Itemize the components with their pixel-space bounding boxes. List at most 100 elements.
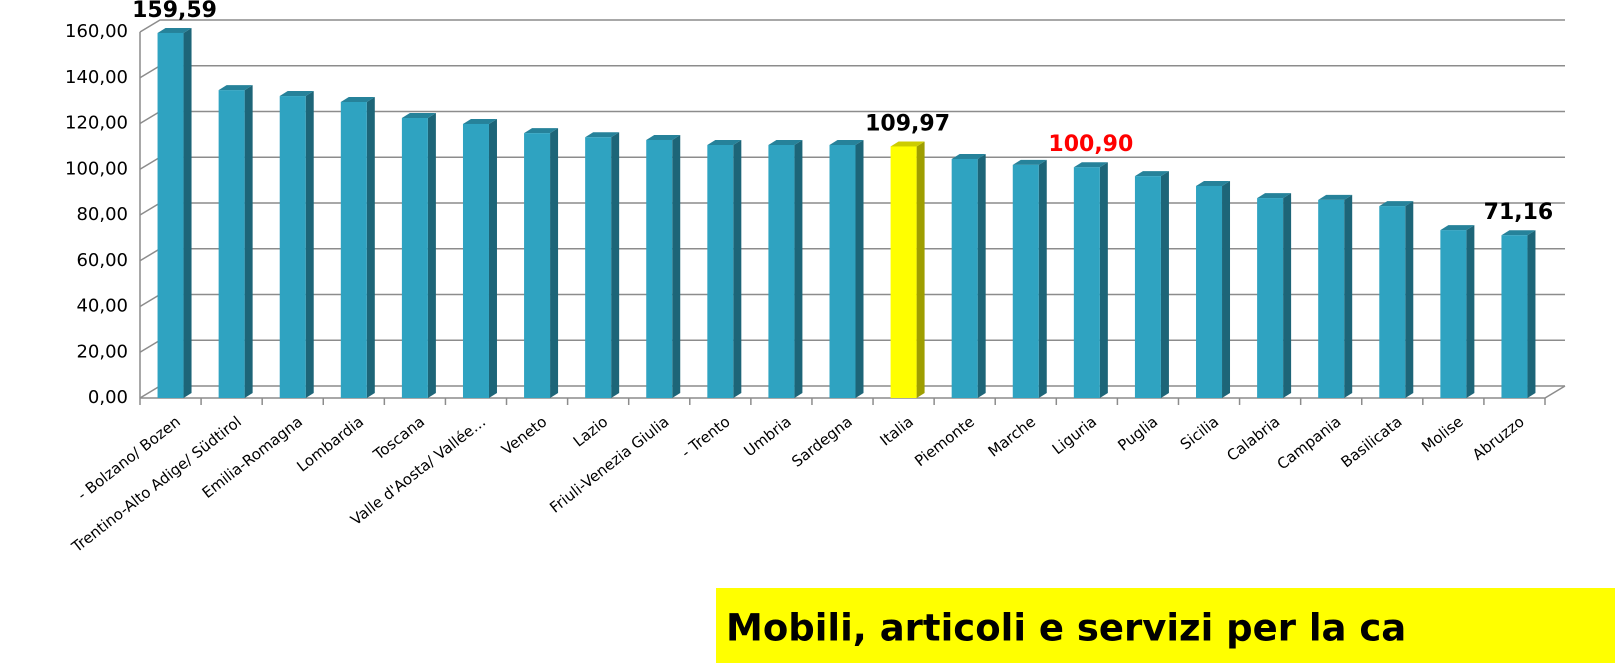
y-tick-label: 60,00: [76, 250, 128, 271]
x-tick-label: Campania: [1274, 413, 1345, 474]
x-tick-label: Sardegna: [788, 413, 855, 471]
x-tick-label: Sicilia: [1177, 413, 1222, 454]
bar-top: [1440, 225, 1475, 231]
x-tick-label: Toscana: [369, 413, 428, 465]
bar: [279, 91, 314, 399]
bar-top: [1379, 201, 1414, 207]
bar-side: [550, 128, 559, 399]
bar-front: [951, 158, 978, 398]
bar-side: [916, 141, 925, 399]
bar-side: [1344, 194, 1353, 398]
chart-title: Mobili, articoli e servizi per la ca: [726, 607, 1406, 650]
bar-top: [585, 132, 620, 138]
bar-front: [1440, 230, 1467, 398]
bar-top: [890, 141, 925, 147]
bar-top: [829, 140, 864, 146]
bar-front: [462, 123, 489, 399]
x-tick-label: Lazio: [570, 413, 612, 451]
bar-top: [951, 153, 986, 159]
bar-side: [1099, 162, 1108, 398]
bar-side: [1038, 159, 1047, 398]
bar: [524, 128, 559, 399]
bar-top: [1134, 171, 1169, 177]
bar-front: [585, 137, 612, 398]
bar-front: [829, 145, 856, 398]
bar-side: [305, 91, 314, 399]
grid-line: [139, 19, 1565, 33]
y-tick-label: 120,00: [65, 113, 128, 134]
bar-top: [1318, 194, 1353, 200]
bar: [218, 85, 253, 398]
bar: [707, 140, 742, 398]
bar-front: [524, 133, 551, 399]
bar: [890, 141, 925, 399]
title-box: [716, 588, 1615, 663]
bar-side: [427, 113, 436, 398]
bar-front: [1012, 164, 1039, 398]
x-tick-label: Puglia: [1114, 413, 1161, 455]
bar-top: [462, 118, 497, 124]
bar-side: [1466, 225, 1475, 398]
bar-front: [707, 145, 734, 398]
bar-front: [1196, 185, 1223, 398]
bar: [1012, 159, 1047, 398]
bar-side: [733, 140, 742, 398]
bar-top: [279, 91, 314, 97]
bar-front: [1501, 235, 1528, 398]
bar-top: [707, 140, 742, 146]
y-tick-label: 100,00: [65, 158, 128, 179]
bar-front: [1318, 199, 1345, 398]
bar-side: [244, 85, 253, 398]
bar-side: [672, 134, 681, 398]
bar: [829, 140, 864, 398]
bar: [1073, 162, 1108, 398]
bar: [1379, 201, 1414, 398]
x-tick-label: Marche: [985, 413, 1039, 461]
bar-top: [1257, 193, 1292, 199]
y-tick-label: 40,00: [76, 296, 128, 317]
bar: [1501, 230, 1536, 398]
grid-line: [139, 65, 1565, 79]
bar-front: [1134, 176, 1161, 398]
bar-front: [1257, 198, 1284, 398]
bar-top: [401, 113, 436, 119]
bar: [951, 153, 986, 398]
bar: [1257, 193, 1292, 398]
plot: 0,00 20,00 40,00 60,00 80,00 100,00 120,00 140,…: [65, 0, 1566, 557]
data-label: 159,59: [132, 0, 217, 23]
x-tick-label: Umbria: [741, 413, 795, 461]
bar-side: [977, 153, 986, 398]
x-tick-label: Molise: [1418, 413, 1467, 456]
bar-front: [646, 139, 673, 398]
bar: [157, 27, 192, 399]
bar-top: [218, 85, 253, 91]
bar-side: [488, 118, 497, 399]
bar-top: [768, 140, 803, 146]
x-tick-label: Basilicata: [1337, 413, 1405, 472]
x-tick-label: Veneto: [498, 413, 550, 459]
bar-front: [768, 145, 795, 398]
bar-top: [646, 134, 681, 140]
bar-side: [855, 140, 864, 398]
bar-top: [1501, 230, 1536, 236]
bar: [1134, 171, 1169, 398]
bar: [340, 96, 375, 398]
bar: [401, 113, 436, 398]
bar-front: [279, 96, 306, 399]
bar-front: [1073, 167, 1100, 398]
x-tick-label: Abruzzo: [1469, 413, 1528, 464]
bar-side: [1222, 180, 1231, 398]
bar: [1440, 225, 1475, 398]
bar: [646, 134, 681, 398]
x-tick-label: Italia: [877, 413, 917, 450]
bar-front: [218, 90, 245, 398]
bar-front: [1379, 206, 1406, 398]
bar-side: [1283, 193, 1292, 398]
bar: [1196, 180, 1231, 398]
bar-side: [1405, 201, 1414, 398]
x-tick-label: Emilia-Romagna: [199, 413, 306, 502]
bar-side: [1527, 230, 1536, 398]
bar-side: [611, 132, 620, 398]
x-tick-label: - Bolzano/ Bozen: [74, 413, 184, 504]
